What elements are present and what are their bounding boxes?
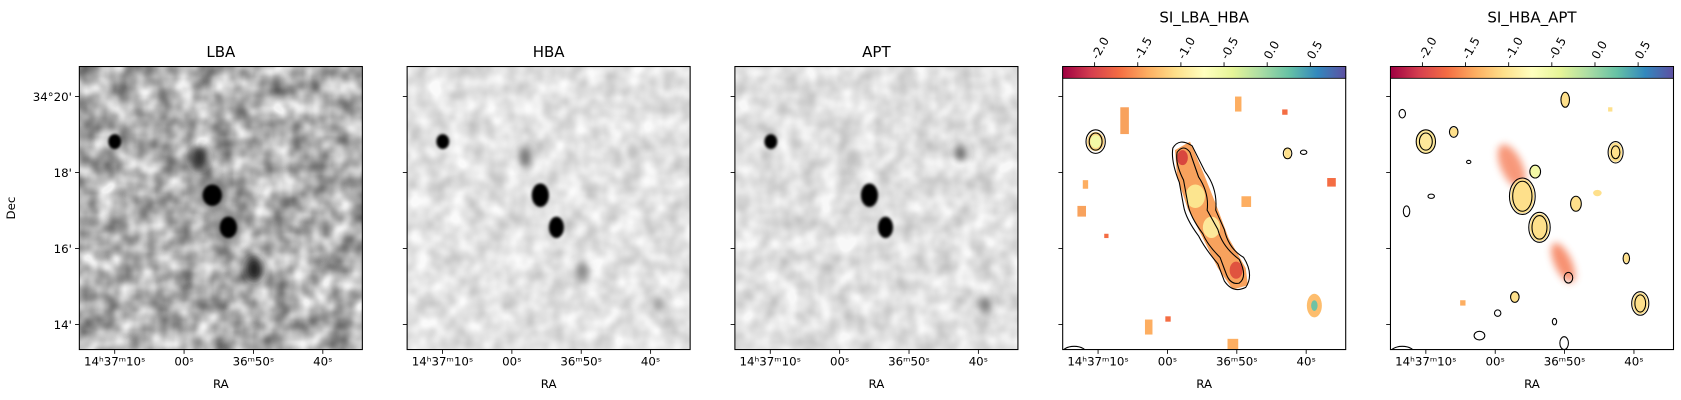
hba-image: [407, 66, 691, 350]
colorbar-tick-label: -2.0: [1416, 35, 1440, 62]
x-tick-label: 36ᵐ50ˢ: [233, 355, 275, 369]
x-tick-label: 00ˢ: [1158, 355, 1177, 369]
panel-frame: [78, 65, 363, 351]
colorbar-tick-label: 0.0: [1589, 38, 1610, 61]
panel-title: SI_HBA_APT: [1487, 9, 1577, 28]
colorbar: [1390, 66, 1674, 79]
colorbar-tick-label: -1.5: [1459, 35, 1483, 62]
x-tick-label: 00ˢ: [1486, 355, 1505, 369]
x-tick-label: 14ʰ37ᵐ10ˢ: [1395, 355, 1456, 369]
colorbar-tick-label: 0.5: [1632, 38, 1653, 61]
x-tick-label: 14ʰ37ᵐ10ˢ: [84, 355, 145, 369]
panel-title: SI_LBA_HBA: [1159, 9, 1249, 28]
apt-image: [735, 66, 1019, 350]
colorbar-tick-label: -2.0: [1088, 35, 1112, 62]
colorbar-tick-label: -1.5: [1131, 35, 1155, 62]
colorbar-tick-label: -0.5: [1546, 35, 1570, 62]
x-tick-label: 40ˢ: [313, 355, 332, 369]
x-axis-label: RA: [541, 377, 557, 391]
colorbar-tick-label: -1.0: [1175, 35, 1199, 62]
colorbar-tick-label: 0.5: [1304, 38, 1325, 61]
x-tick-label: 36ᵐ50ˢ: [1216, 355, 1258, 369]
x-tick-label: 00ˢ: [502, 355, 521, 369]
x-tick-label: 40ˢ: [1624, 355, 1643, 369]
panel-title: LBA: [206, 43, 236, 61]
x-tick-label: 36ᵐ50ˢ: [888, 355, 930, 369]
x-axis-label: RA: [869, 377, 885, 391]
y-tick-label: 34°20': [33, 90, 72, 104]
panel-title: HBA: [533, 43, 566, 61]
colorbar-tick-label: -1.0: [1502, 35, 1526, 62]
si-hba-apt-image: [1390, 66, 1674, 350]
x-tick-label: 14ʰ37ᵐ10ˢ: [412, 355, 473, 369]
x-axis-label: RA: [1196, 377, 1212, 391]
x-tick-label: 40ˢ: [641, 355, 660, 369]
si-lba-hba-image: [1062, 66, 1346, 350]
x-axis-label: RA: [213, 377, 229, 391]
y-tick-label: 14': [54, 318, 72, 332]
x-tick-label: 40ˢ: [1296, 355, 1315, 369]
panel-title: APT: [862, 43, 891, 61]
panel-frame: [406, 65, 691, 351]
x-tick-label: 36ᵐ50ˢ: [1544, 355, 1586, 369]
x-axis-label: RA: [1524, 377, 1540, 391]
x-tick-label: 00ˢ: [174, 355, 193, 369]
x-tick-label: 00ˢ: [830, 355, 849, 369]
colorbar-tick-label: -0.5: [1218, 35, 1242, 62]
x-tick-label: 14ʰ37ᵐ10ˢ: [740, 355, 801, 369]
colorbar: [1062, 66, 1347, 79]
x-tick-label: 14ʰ37ᵐ10ˢ: [1067, 355, 1128, 369]
y-axis-label: Dec: [4, 197, 18, 220]
x-tick-label: 40ˢ: [969, 355, 988, 369]
x-tick-label: 36ᵐ50ˢ: [560, 355, 602, 369]
colorbar-tick-label: 0.0: [1261, 38, 1282, 61]
y-tick-label: 16': [54, 242, 72, 256]
lba-image: [79, 66, 363, 350]
y-tick-label: 18': [54, 166, 72, 180]
panel-frame: [734, 65, 1019, 351]
